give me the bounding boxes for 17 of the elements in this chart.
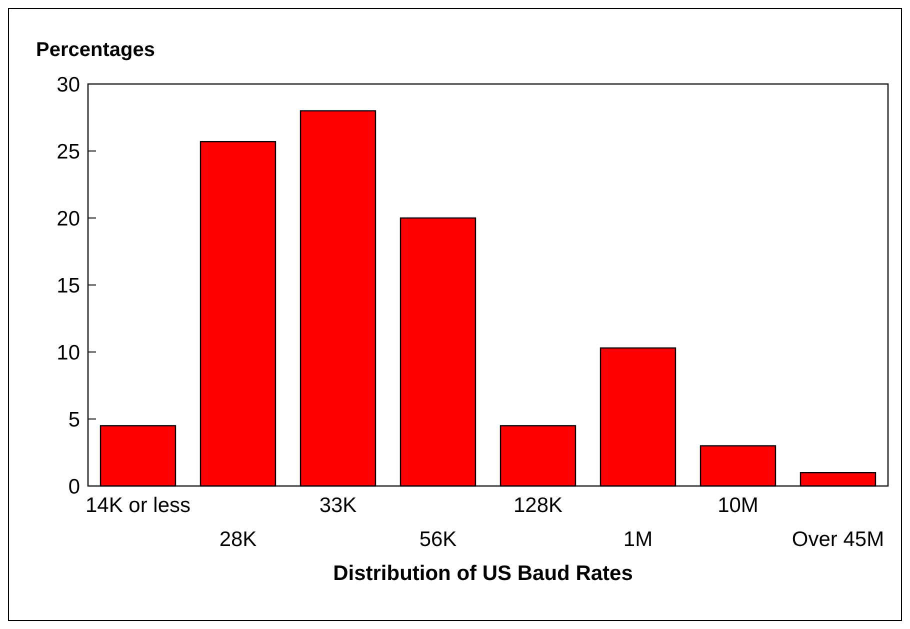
y-tick-label: 20	[56, 207, 80, 230]
x-tick-label: 56K	[419, 528, 457, 551]
y-tick-label: 5	[68, 408, 80, 432]
x-tick-label: 1M	[623, 528, 653, 551]
x-tick-label: 14K or less	[85, 494, 191, 517]
y-tick-label: 15	[56, 274, 80, 298]
x-axis-title: Distribution of US Baud Rates	[333, 562, 633, 585]
x-tick-label: 128K	[513, 494, 563, 517]
y-tick-label: 0	[68, 475, 80, 498]
x-tick-label: 10M	[718, 494, 758, 517]
y-tick-label: 25	[56, 140, 80, 164]
x-tick-label: 33K	[319, 494, 357, 517]
y-tick-label: 30	[56, 73, 80, 96]
x-tick-label: 28K	[219, 528, 257, 551]
x-tick-label: Over 45M	[792, 528, 884, 551]
y-tick-label: 10	[56, 341, 80, 364]
y-axis-title: Percentages	[36, 39, 155, 61]
